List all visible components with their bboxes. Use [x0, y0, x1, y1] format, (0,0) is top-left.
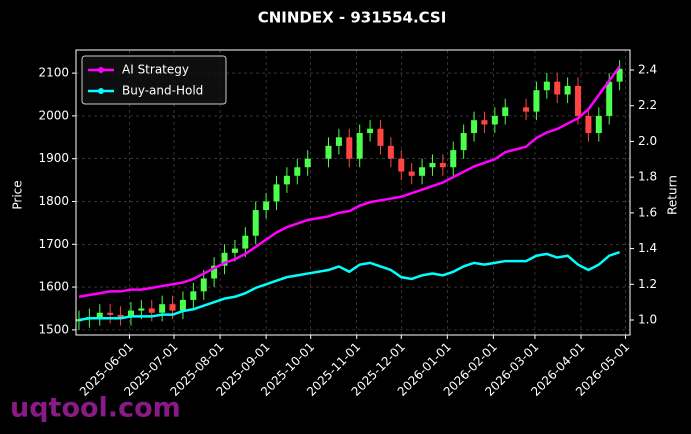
- candle-body: [252, 210, 259, 236]
- candle-body: [408, 171, 415, 176]
- candle-body: [263, 201, 270, 211]
- candle-body: [117, 314, 124, 318]
- candle-body: [616, 68, 623, 82]
- candle-body: [585, 115, 592, 134]
- y2-tick-label: 1.6: [638, 205, 657, 219]
- return-line: [78, 250, 621, 322]
- candle-body: [460, 133, 467, 151]
- legend-label: AI Strategy: [122, 63, 189, 77]
- candle-body: [200, 278, 207, 292]
- y2-axis-label: Return: [666, 175, 680, 215]
- y2-tick-label: 2.2: [638, 98, 657, 112]
- candle-body: [471, 120, 478, 134]
- candle-body: [107, 312, 114, 315]
- candle-body: [96, 312, 103, 318]
- candle-body: [356, 133, 363, 159]
- legend-marker: [98, 88, 104, 94]
- candle-body: [523, 107, 530, 112]
- candle-body: [148, 308, 155, 313]
- candle-body: [367, 128, 374, 134]
- legend-marker: [98, 67, 104, 73]
- y2-tick-label: 1.4: [638, 241, 657, 255]
- candle-body: [543, 81, 550, 91]
- candle-body: [335, 137, 342, 146]
- candle-body: [575, 85, 582, 116]
- candle-body: [502, 107, 509, 116]
- candle-body: [127, 310, 134, 318]
- candle-body: [429, 162, 436, 168]
- candle-body: [481, 120, 488, 125]
- y-tick-label: 1500: [38, 322, 69, 336]
- candle-body: [273, 184, 280, 202]
- candle-body: [221, 252, 228, 266]
- candle-body: [346, 137, 353, 159]
- candle-body: [169, 304, 176, 311]
- candle-body: [75, 319, 82, 322]
- y2-tick-label: 2.4: [638, 63, 657, 77]
- y-axis-label: Price: [11, 180, 25, 209]
- candle-body: [533, 90, 540, 112]
- candle-body: [491, 115, 498, 125]
- candle-body: [294, 167, 301, 176]
- candle-body: [138, 308, 145, 311]
- y-tick-label: 2000: [38, 108, 69, 122]
- candle-body: [595, 115, 602, 134]
- candle-body: [190, 291, 197, 300]
- candle-body: [304, 158, 311, 168]
- candle-body: [159, 304, 166, 313]
- candle-body: [179, 299, 186, 311]
- y-tick-label: 1600: [38, 280, 69, 294]
- y-tick-label: 1700: [38, 237, 69, 251]
- candle-body: [211, 265, 218, 279]
- return-line: [78, 65, 621, 299]
- y2-tick-label: 1.8: [638, 170, 657, 184]
- candle-body: [419, 167, 426, 176]
- candle-body: [387, 145, 394, 159]
- legend-label: Buy-and-Hold: [122, 84, 203, 98]
- candle-body: [283, 175, 290, 185]
- plot-frame: [75, 49, 631, 336]
- y2-tick-label: 1.2: [638, 277, 657, 291]
- candle-body: [398, 158, 405, 172]
- candle-body: [450, 150, 457, 168]
- watermark: uqtool.com: [10, 393, 181, 424]
- chart-title: CNINDEX - 931554.CSI: [258, 9, 447, 27]
- y2-tick-label: 1.0: [638, 313, 657, 327]
- y-tick-label: 1800: [38, 194, 69, 208]
- candle-body: [606, 81, 613, 116]
- candle-body: [242, 235, 249, 249]
- candle-body: [325, 145, 332, 159]
- candle-body: [564, 85, 571, 95]
- candle-body: [439, 162, 446, 168]
- candle-body: [554, 81, 561, 95]
- legend-box: [81, 55, 227, 105]
- candle-body: [231, 248, 238, 253]
- y2-tick-label: 2.0: [638, 134, 657, 148]
- candle-body: [377, 128, 384, 146]
- y-tick-label: 1900: [38, 151, 69, 165]
- y-tick-label: 2100: [38, 66, 69, 80]
